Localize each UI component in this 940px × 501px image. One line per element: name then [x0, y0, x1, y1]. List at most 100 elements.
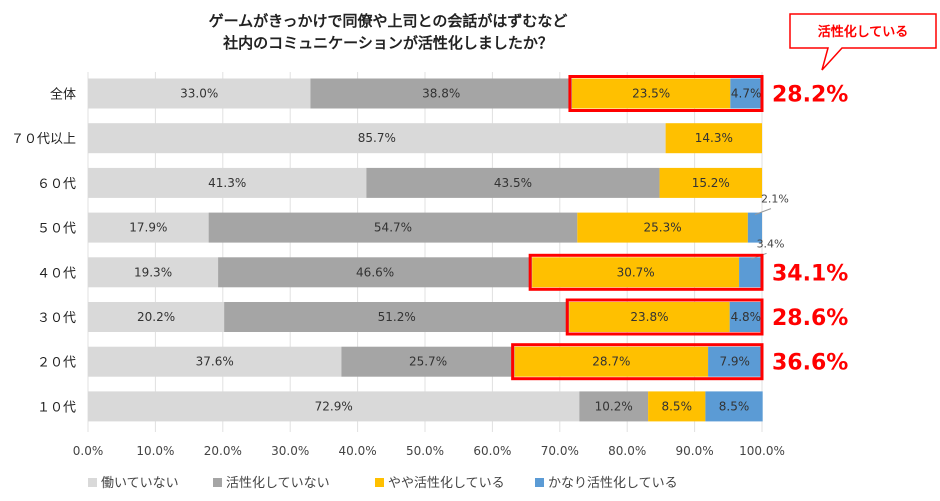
bar-value-label: 28.7%	[592, 355, 630, 369]
bar-segment	[88, 123, 666, 154]
legend-label: 働いていない	[101, 476, 179, 491]
legend-swatch	[88, 478, 97, 487]
category-label: ６０代	[37, 177, 76, 192]
highlight-total-label: 34.1%	[772, 261, 848, 286]
bar-value-label: 46.6%	[356, 265, 394, 279]
x-tick-label: 0.0%	[73, 444, 104, 458]
bar-segment	[577, 212, 748, 243]
bar-value-label: 38.8%	[422, 87, 460, 101]
bar-value-label: 37.6%	[196, 355, 234, 369]
bar-segment	[571, 78, 731, 109]
bar-value-label: 3.4%	[757, 237, 785, 250]
highlight-total-label: 36.6%	[772, 351, 848, 376]
callout-label: 活性化している	[818, 24, 909, 40]
bar-segment	[514, 346, 709, 377]
bar-value-label: 23.5%	[632, 87, 670, 101]
bar-segment	[88, 346, 342, 377]
legend: 働いていない 活性化していない やや活性化している かなり活性化している	[88, 476, 678, 491]
bar-segment	[705, 391, 763, 422]
bar-segment	[532, 257, 740, 288]
bar-segment	[208, 212, 578, 243]
bar-value-label: 4.7%	[731, 87, 762, 101]
x-tick-label: 80.0%	[608, 444, 646, 458]
bar-value-label: 4.8%	[731, 310, 762, 324]
category-label: 全体	[50, 87, 76, 103]
callout-shape	[789, 13, 937, 71]
x-tick-label: 30.0%	[271, 444, 309, 458]
highlight-box	[568, 75, 764, 112]
bar-value-label: 10.2%	[595, 399, 633, 413]
bar-segment	[730, 78, 762, 109]
x-tick-label: 100.0%	[739, 444, 785, 458]
bar-value-label: 43.5%	[494, 176, 532, 190]
legend-label: 活性化していない	[226, 476, 330, 491]
bar-value-label: 19.3%	[134, 265, 172, 279]
bar-segment	[88, 212, 209, 243]
legend-swatch	[375, 478, 384, 487]
highlight-total-label: 28.2%	[772, 83, 848, 108]
bar-value-label: 14.3%	[695, 131, 733, 145]
legend-swatch	[535, 478, 544, 487]
bar-segment	[366, 167, 660, 198]
bar-value-label: 23.8%	[630, 310, 668, 324]
bar-value-label: 2.1%	[761, 193, 789, 206]
x-tick-label: 50.0%	[406, 444, 444, 458]
legend-label: やや活性化している	[388, 476, 505, 491]
category-label: ３０代	[37, 311, 76, 326]
callout-box: 活性化している	[789, 13, 937, 71]
x-tick-label: 20.0%	[204, 444, 242, 458]
bar-value-label: 20.2%	[137, 310, 175, 324]
bar-segment	[88, 257, 219, 288]
bar-value-label: 8.5%	[719, 399, 750, 413]
bar-segment	[88, 167, 367, 198]
bar-segment	[579, 391, 649, 422]
bar-value-label: 51.2%	[378, 310, 416, 324]
legend-swatch	[213, 478, 222, 487]
x-tick-label: 60.0%	[473, 444, 511, 458]
highlight-total-label: 28.6%	[772, 306, 848, 331]
bars	[88, 78, 763, 422]
bar-segment	[665, 123, 762, 154]
x-axis-ticks: 0.0% 10.0% 20.0% 30.0% 40.0% 50.0% 60.0% 70.0% 8…	[73, 444, 785, 458]
highlight-box	[565, 298, 764, 336]
segment-labels: 33.0% 38.8% 23.5% 4.7% 85.7% 14.3% 41.3% 43.5% 1…	[129, 87, 789, 414]
bar-value-label: 41.3%	[208, 176, 246, 190]
bar-value-label: 25.3%	[644, 221, 682, 235]
chart-title-line-1: ゲームがきっかけで同僚や上司との会話がはずむなど	[209, 12, 568, 30]
bar-segment	[648, 391, 706, 422]
bar-segment	[708, 346, 762, 377]
legend-label: かなり活性化している	[548, 476, 678, 491]
category-label: ７０代以上	[11, 132, 76, 147]
bar-segment	[659, 167, 762, 198]
bar-segment	[224, 302, 570, 332]
category-label: ５０代	[37, 222, 76, 237]
bar-segment	[88, 302, 225, 332]
bar-value-label: 25.7%	[409, 355, 447, 369]
category-label: １０代	[37, 400, 76, 415]
x-tick-label: 70.0%	[541, 444, 579, 458]
chart-title-line-2: 社内のコミュニケーションが活性化しましたか？	[222, 34, 553, 52]
bar-value-label: 8.5%	[661, 399, 692, 413]
bar-value-label: 7.9%	[719, 355, 750, 369]
leader-line	[754, 208, 772, 216]
bar-segment	[310, 78, 572, 109]
bar-segment	[88, 78, 311, 109]
bar-value-label: 17.9%	[129, 221, 167, 235]
highlight-boxes: 28.2% 34.1% 28.6% 36.6%	[511, 75, 848, 381]
bar-segment	[729, 302, 762, 332]
bar-segment	[341, 346, 515, 377]
category-label: ２０代	[37, 356, 76, 371]
x-tick-label: 90.0%	[676, 444, 714, 458]
bar-value-label: 15.2%	[692, 176, 730, 190]
bar-segment	[747, 212, 762, 243]
x-tick-label: 10.0%	[136, 444, 174, 458]
bar-segment	[88, 391, 580, 422]
category-label: ４０代	[37, 266, 76, 281]
bar-value-label: 30.7%	[617, 265, 655, 279]
x-tick-label: 40.0%	[339, 444, 377, 458]
bar-value-label: 33.0%	[180, 87, 218, 101]
bar-value-label: 85.7%	[358, 131, 396, 145]
bar-segment	[569, 302, 730, 332]
bar-value-label: 72.9%	[315, 399, 353, 413]
